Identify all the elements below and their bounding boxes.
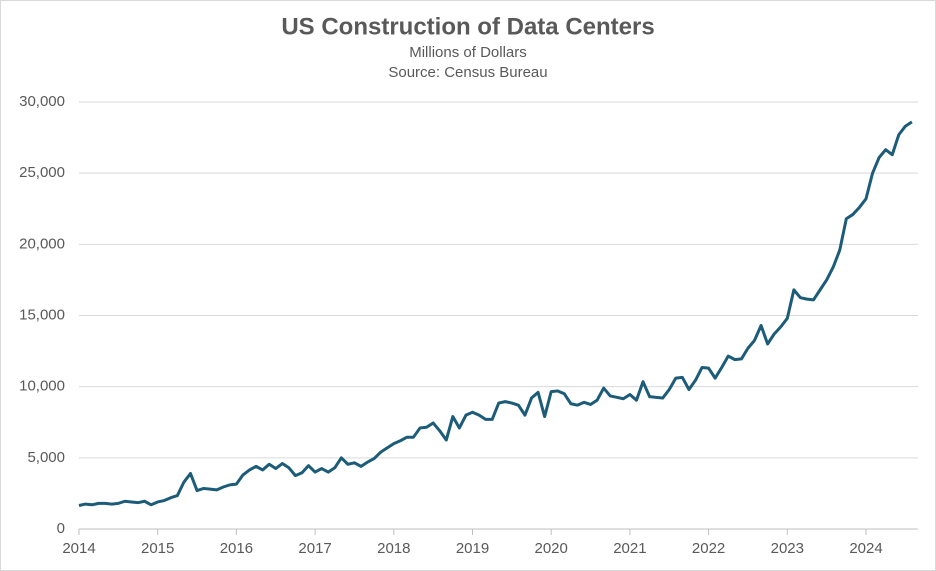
x-tick-label: 2023 xyxy=(771,540,804,557)
x-tick-label: 2017 xyxy=(298,540,331,557)
x-tick-label: 2019 xyxy=(456,540,489,557)
chart-subtitle: Millions of Dollars xyxy=(409,44,527,61)
x-tick-label: 2015 xyxy=(141,540,174,557)
x-tick-label: 2016 xyxy=(220,540,253,557)
y-tick-label: 15,000 xyxy=(19,306,65,323)
x-tick-label: 2018 xyxy=(377,540,410,557)
x-tick-label: 2022 xyxy=(692,540,725,557)
y-tick-label: 20,000 xyxy=(19,235,65,252)
x-tick-label: 2021 xyxy=(613,540,646,557)
chart-title: US Construction of Data Centers xyxy=(281,13,654,40)
y-tick-label: 30,000 xyxy=(19,93,65,110)
y-tick-label: 10,000 xyxy=(19,378,65,395)
y-tick-label: 25,000 xyxy=(19,164,65,181)
y-tick-label: 0 xyxy=(57,520,65,537)
y-tick-label: 5,000 xyxy=(27,449,65,466)
x-tick-label: 2020 xyxy=(535,540,568,557)
chart-subtitle: Source: Census Bureau xyxy=(388,64,547,81)
x-tick-label: 2024 xyxy=(849,540,882,557)
x-tick-label: 2014 xyxy=(62,540,95,557)
data-line xyxy=(78,120,913,507)
